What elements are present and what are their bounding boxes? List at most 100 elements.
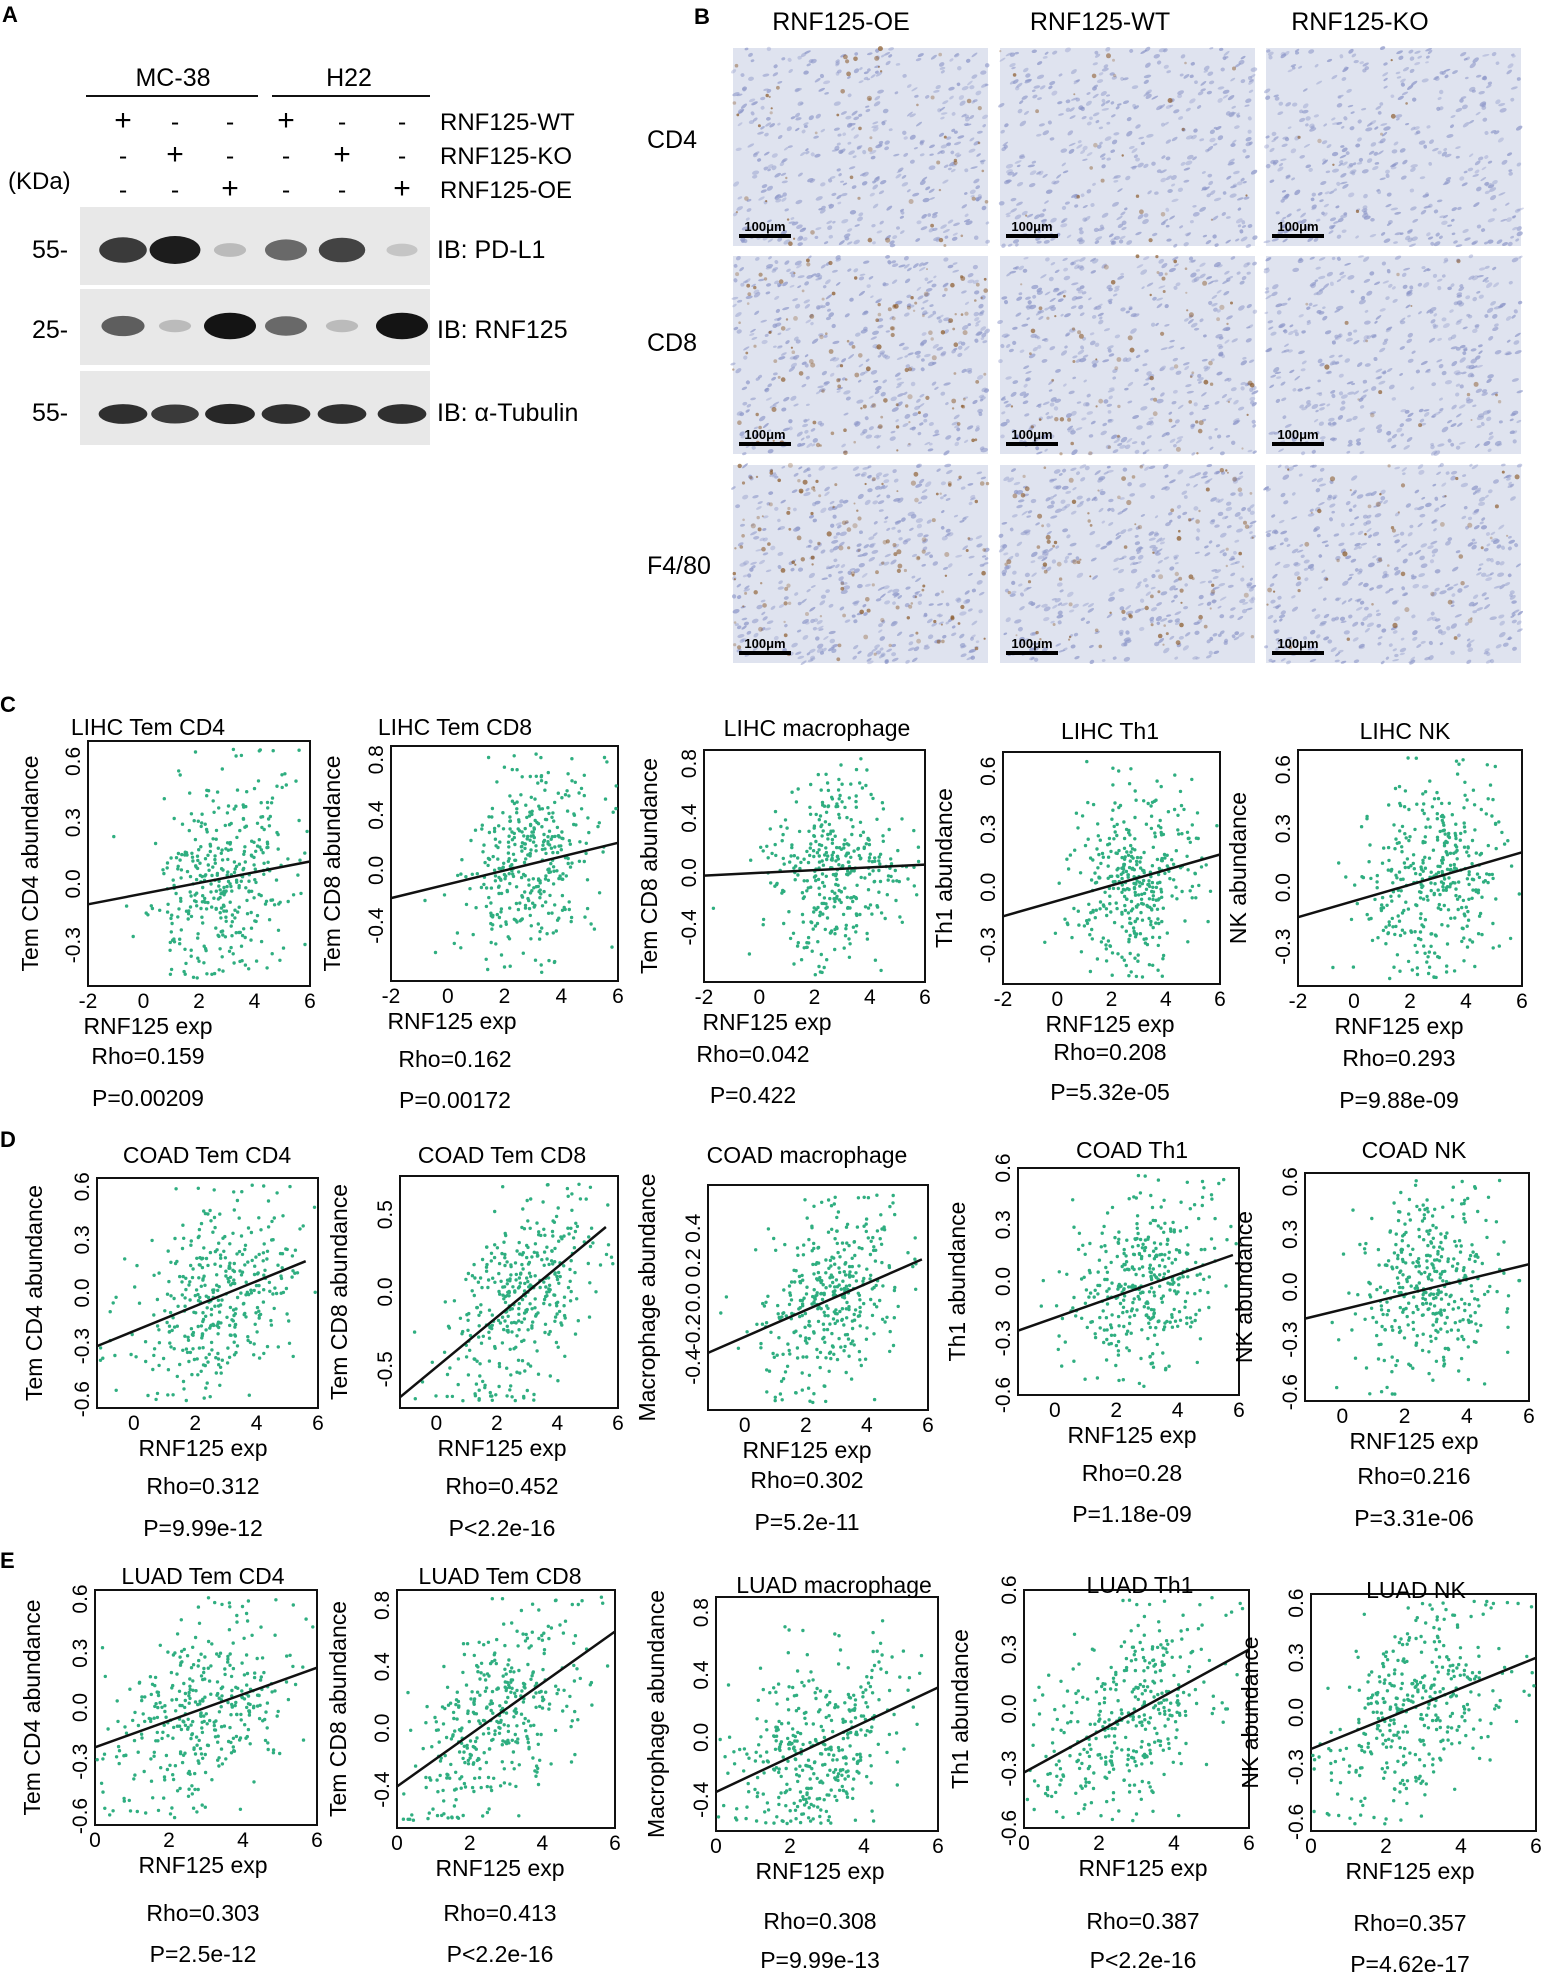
scatter-point (273, 1286, 277, 1290)
scatter-point (1362, 1247, 1367, 1251)
scatter-point (1453, 1239, 1457, 1244)
scatter-point (546, 878, 551, 882)
scatter-point (538, 807, 542, 811)
scatter-point (833, 834, 837, 838)
scatter-point (170, 1806, 174, 1810)
scatter-point (223, 891, 227, 895)
scatter-point (509, 1384, 513, 1388)
scatter-point (781, 832, 785, 837)
scatter-point (1215, 824, 1219, 828)
scatter-point (227, 1355, 232, 1360)
scatter-point (1143, 1245, 1148, 1250)
scatter-point (245, 898, 249, 903)
scatter-point (553, 834, 557, 839)
scatter-point (570, 1208, 574, 1213)
scatter-point (168, 1341, 172, 1345)
scatter-point (270, 1238, 274, 1242)
scatter-point (1432, 1304, 1437, 1308)
y-axis-label: NK abundance (1225, 792, 1251, 944)
scatter-point (1387, 803, 1391, 807)
scatter-point (187, 1769, 191, 1774)
scatter-point (893, 868, 897, 873)
scatter-point (102, 1752, 107, 1756)
scatter-point (782, 862, 786, 866)
scatter-point (520, 849, 524, 853)
scatter-point (186, 912, 191, 916)
scatter-point (759, 1346, 763, 1350)
scatter-point (1415, 972, 1420, 977)
y-tick-label: -0.3 (1272, 929, 1295, 965)
scatter-point (742, 1747, 747, 1751)
scatter-point (198, 1263, 202, 1267)
scatter-point (538, 1704, 542, 1709)
scatter-point (1422, 802, 1426, 806)
scatter-point (534, 1314, 538, 1318)
scatter-point (1170, 1313, 1174, 1317)
scatter-point (277, 902, 281, 906)
scatter-point (1124, 869, 1129, 874)
scatter-point (598, 1263, 603, 1267)
scatter-point (774, 853, 778, 858)
scatter-point (1437, 1259, 1442, 1263)
scatter-point (800, 1273, 804, 1278)
scatter-point (1436, 1252, 1440, 1256)
scatter-point (519, 1712, 524, 1716)
scatter-point (221, 903, 226, 907)
scatter-point (203, 1805, 207, 1809)
scatter-point (1421, 792, 1425, 796)
scatter-point (188, 890, 192, 894)
scatter-point (206, 1743, 211, 1748)
scatter-point (857, 853, 861, 858)
scatter-point (1440, 869, 1444, 874)
scatter-point (479, 1303, 483, 1307)
scatter-point (1063, 917, 1067, 921)
scatter-point (1393, 1392, 1397, 1396)
scatter-point (470, 1274, 475, 1278)
scatter-point (559, 848, 563, 852)
scatter-point (555, 825, 560, 830)
scatter-point (448, 1366, 452, 1370)
scatter-point (1148, 1221, 1153, 1225)
scatter-point (533, 1274, 537, 1278)
scatter-point (193, 750, 198, 754)
scatter-point (1106, 876, 1110, 880)
scatter-point (204, 1356, 208, 1360)
scatter-point (506, 1290, 510, 1295)
scatter-point (243, 845, 247, 849)
scatter-point (560, 830, 564, 834)
scatter-point (1457, 1369, 1461, 1373)
scatter-point (206, 1360, 210, 1364)
scatter-point (1390, 1325, 1394, 1329)
scatter-point (1439, 907, 1443, 912)
scatter-point (192, 819, 196, 823)
scatter-point (162, 1775, 167, 1779)
scatter-point (216, 897, 221, 901)
scatter-point (567, 839, 572, 843)
scatter-point (178, 1751, 183, 1756)
scatter-point (192, 1310, 196, 1315)
scatter-point (1151, 1267, 1156, 1271)
scatter-point (475, 872, 479, 876)
scatter-point (517, 1328, 521, 1332)
scatter-point (469, 1753, 473, 1757)
scatter-point (1122, 846, 1127, 850)
scatter-point (506, 1663, 510, 1667)
scatter-point (824, 846, 828, 850)
x-tick-label: 2 (193, 990, 205, 1013)
scatter-point (1087, 918, 1091, 922)
scatter-point (543, 1294, 548, 1299)
scatter-point (510, 1666, 514, 1670)
scatter-point (522, 860, 527, 865)
scatter-point (172, 1296, 176, 1301)
scatter-point (183, 1304, 187, 1308)
scatter-point (1148, 1270, 1152, 1274)
scatter-point (254, 959, 259, 963)
scatter-point (599, 1595, 604, 1599)
scatter-point (263, 1738, 268, 1743)
scatter-point (535, 1770, 539, 1774)
scatter-point (231, 1745, 235, 1749)
scatter-point (1104, 1316, 1109, 1320)
scatter-point (288, 1184, 292, 1189)
scatter-point (473, 1776, 477, 1781)
scatter-point (534, 1705, 538, 1710)
